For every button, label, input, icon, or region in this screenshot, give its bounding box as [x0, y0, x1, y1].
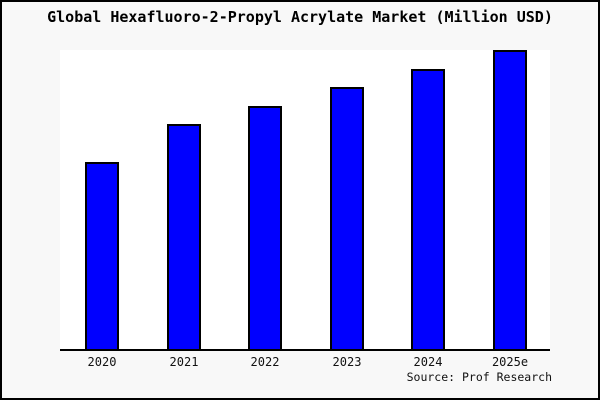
x-tick-label-2021: 2021 [169, 355, 199, 369]
x-tick-label-2023: 2023 [332, 355, 362, 369]
x-tick-label-2020: 2020 [87, 355, 117, 369]
x-tick-label-2022: 2022 [250, 355, 280, 369]
bar-2025e [493, 50, 527, 349]
bar-2023 [330, 87, 364, 349]
chart-title: Global Hexafluoro-2-Propyl Acrylate Mark… [47, 8, 553, 26]
bar-2022 [248, 106, 282, 349]
plot-area [60, 50, 550, 351]
bar-2024 [411, 69, 445, 349]
x-tick-label-2025e: 2025e [491, 355, 529, 369]
bar-2021 [167, 124, 201, 349]
x-tick-label-2024: 2024 [413, 355, 443, 369]
bar-2020 [85, 162, 119, 349]
x-axis-labels: 2020 2021 2022 2023 2024 2025e [60, 355, 550, 369]
source-credit: Source: Prof Research [406, 370, 552, 384]
